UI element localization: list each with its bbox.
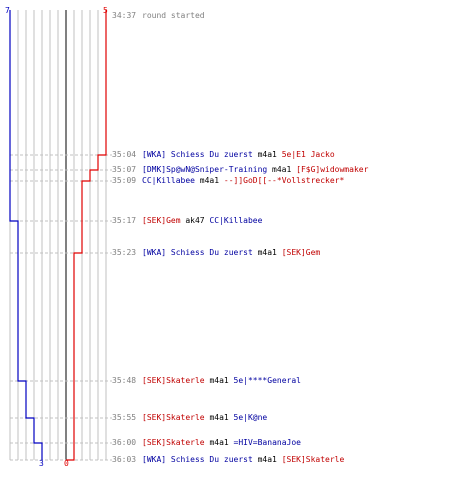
- red-team-start-count: 5: [103, 6, 108, 15]
- event-part: [SEK]Gem: [142, 216, 181, 225]
- event-time: 35:55: [112, 413, 137, 422]
- event-time: 34:37: [112, 11, 137, 20]
- event-part: CC|Killabee: [209, 216, 263, 225]
- blue-team-line: [9, 10, 43, 460]
- event-part: ak47: [180, 216, 210, 225]
- event-time: 35:17: [112, 216, 137, 225]
- red-team-line: [66, 10, 107, 461]
- event-message: [SEK]Skaterle m4a1 5e|K@ne: [142, 413, 267, 423]
- event-time: 35:23: [112, 248, 137, 257]
- event-part: [SEK]Skaterle: [142, 376, 205, 385]
- event-part: m4a1: [204, 438, 234, 447]
- event-message: CC|Killabee m4a1 --]]GoD[[--*Vollstrecke…: [142, 176, 344, 186]
- blue-team-end-count: 3: [39, 459, 44, 468]
- event-part: round started: [142, 11, 205, 20]
- event-part: [SEK]Skaterle: [281, 455, 345, 464]
- event-time: 36:00: [112, 438, 137, 447]
- event-part: [SEK]Gem: [281, 248, 321, 257]
- event-part: [WKA] Schiess Du zuerst: [142, 248, 253, 257]
- event-message: [SEK]Skaterle m4a1 =HIV=BananaJoe: [142, 438, 301, 448]
- event-time: 35:09: [112, 176, 137, 185]
- event-part: [WKA] Schiess Du zuerst: [142, 455, 253, 464]
- event-part: m4a1: [204, 413, 234, 422]
- event-part: [SEK]Skaterle: [142, 438, 205, 447]
- event-part: m4a1: [194, 176, 224, 185]
- red-team-end-count: 0: [64, 459, 69, 468]
- event-part: =HIV=BananaJoe: [233, 438, 301, 447]
- event-message: [WKA] Schiess Du zuerst m4a1 [SEK]Gem: [142, 248, 320, 258]
- event-part: [DMK]Sp@wN@Sniper-Training: [142, 165, 268, 174]
- event-part: --]]GoD[[--*Vollstrecker*: [223, 176, 345, 185]
- event-message: round started: [142, 11, 205, 21]
- event-message: [WKA] Schiess Du zuerst m4a1 5e|E1 Jacko: [142, 150, 335, 160]
- event-part: m4a1: [252, 248, 282, 257]
- event-part: [SEK]Skaterle: [142, 413, 205, 422]
- event-part: [WKA] Schiess Du zuerst: [142, 150, 253, 159]
- event-time: 35:04: [112, 150, 137, 159]
- event-message: [SEK]Gem ak47 CC|Killabee: [142, 216, 262, 226]
- event-part: m4a1: [252, 150, 282, 159]
- event-part: 5e|K@ne: [233, 413, 268, 422]
- event-part: m4a1: [267, 165, 297, 174]
- event-part: 5e|E1 Jacko: [281, 150, 335, 159]
- event-time: 36:03: [112, 455, 137, 464]
- event-part: m4a1: [204, 376, 234, 385]
- event-time: 35:07: [112, 165, 137, 174]
- event-message: [WKA] Schiess Du zuerst m4a1 [SEK]Skater…: [142, 455, 344, 465]
- event-part: m4a1: [252, 455, 282, 464]
- event-time: 35:48: [112, 376, 137, 385]
- event-message: [SEK]Skaterle m4a1 5e|****General: [142, 376, 301, 386]
- event-message: [DMK]Sp@wN@Sniper-Training m4a1 [F$G]wid…: [142, 165, 368, 175]
- blue-team-start-count: 7: [5, 6, 10, 15]
- event-part: CC|Killabee: [142, 176, 195, 185]
- event-part: 5e|****General: [233, 376, 301, 385]
- event-part: [F$G]widowmaker: [296, 165, 369, 174]
